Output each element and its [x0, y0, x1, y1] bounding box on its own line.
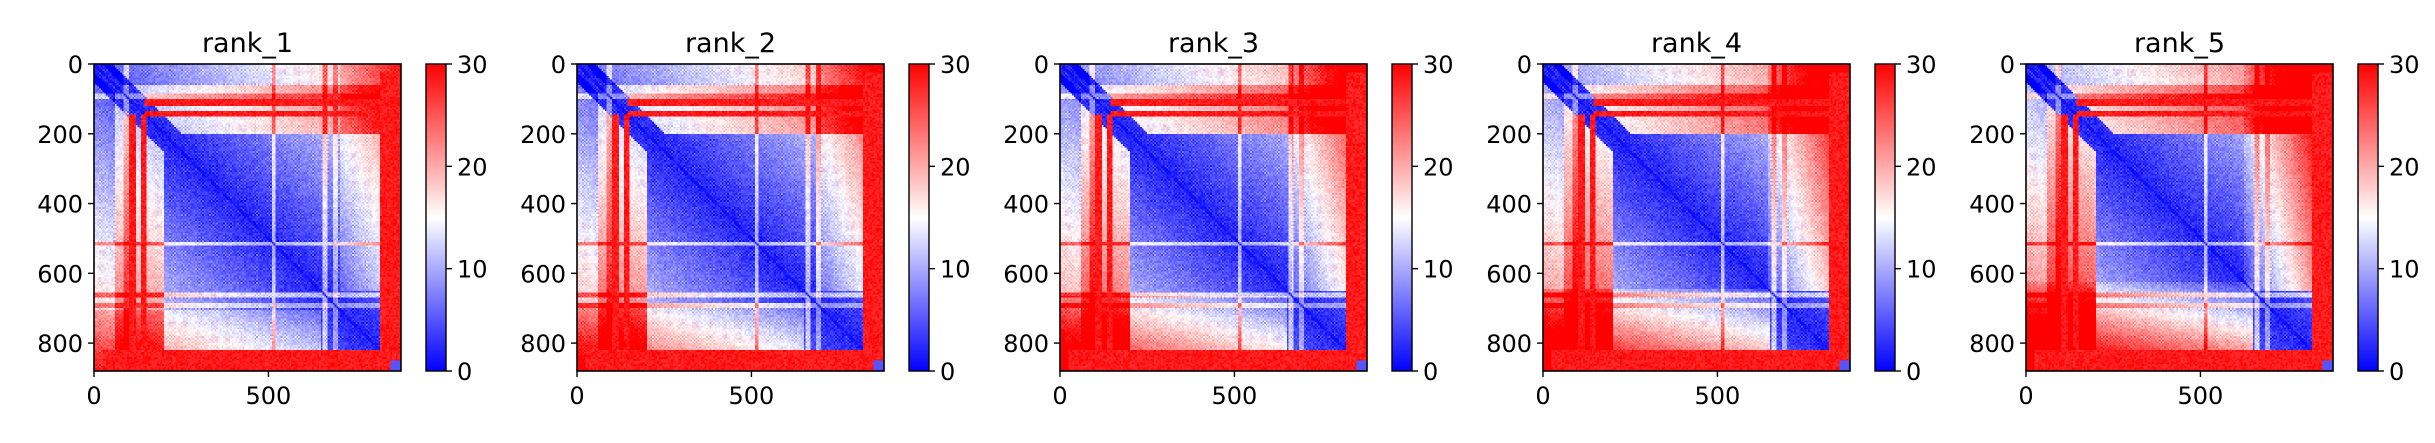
panel-title: rank_3: [1168, 28, 1259, 59]
colorbar-tick-label: 20: [1423, 153, 1454, 181]
y-tick-label: 400: [1003, 191, 1049, 219]
y-tick-label: 0: [2000, 51, 2015, 79]
x-tick-label: 500: [246, 382, 292, 410]
y-tick-label: 800: [37, 330, 83, 358]
x-tick-label: 500: [1212, 382, 1258, 410]
y-tick-label: 0: [1034, 51, 1049, 79]
heatmap-image: [1060, 64, 1367, 371]
y-tick-label: 800: [520, 330, 566, 358]
colorbar-tick-label: 30: [940, 51, 971, 79]
colorbar-tick-label: 30: [2389, 51, 2420, 79]
x-tick-label: 0: [569, 382, 584, 410]
x-tick-label: 0: [1535, 382, 1550, 410]
colorbar-tick-label: 0: [2389, 358, 2404, 386]
heatmap-image: [1543, 64, 1850, 371]
colorbar: [425, 63, 447, 372]
x-tick-label: 500: [2178, 382, 2224, 410]
colorbar-tick-label: 0: [457, 358, 472, 386]
colorbar-tick-label: 10: [2389, 256, 2420, 284]
plot-frame: [1059, 63, 1368, 372]
y-tick-label: 800: [1003, 330, 1049, 358]
y-tick-label: 200: [1969, 121, 2015, 149]
heatmap-image: [2026, 64, 2333, 371]
y-tick-label: 800: [1969, 330, 2015, 358]
y-tick-label: 200: [1003, 121, 1049, 149]
plot-frame: [2025, 63, 2334, 372]
colorbar: [2357, 63, 2379, 372]
colorbar-tick-label: 0: [940, 358, 955, 386]
y-tick-label: 600: [1969, 260, 2015, 288]
colorbar-tick-label: 20: [2389, 153, 2420, 181]
plot-frame: [93, 63, 402, 372]
panel-title: rank_1: [202, 28, 293, 59]
x-tick-label: 0: [1052, 382, 1067, 410]
y-tick-label: 800: [1486, 330, 1532, 358]
colorbar-tick-label: 30: [1906, 51, 1937, 79]
y-tick-label: 0: [68, 51, 83, 79]
heatmap-image: [94, 64, 401, 371]
colorbar: [908, 63, 930, 372]
plot-frame: [1542, 63, 1851, 372]
y-tick-label: 400: [1486, 191, 1532, 219]
y-tick-label: 600: [37, 260, 83, 288]
y-tick-label: 200: [1486, 121, 1532, 149]
colorbar-tick-label: 10: [457, 256, 488, 284]
y-tick-label: 200: [37, 121, 83, 149]
y-tick-label: 400: [37, 191, 83, 219]
x-tick-label: 0: [2018, 382, 2033, 410]
y-tick-label: 400: [1969, 191, 2015, 219]
colorbar-tick-label: 10: [1423, 256, 1454, 284]
x-tick-label: 0: [86, 382, 101, 410]
y-tick-label: 200: [520, 121, 566, 149]
colorbar-tick-label: 10: [1906, 256, 1937, 284]
colorbar-tick-label: 20: [1906, 153, 1937, 181]
panel-title: rank_4: [1651, 28, 1742, 59]
colorbar-tick-label: 30: [457, 51, 488, 79]
colorbar-tick-label: 30: [1423, 51, 1454, 79]
y-tick-label: 600: [1486, 260, 1532, 288]
y-tick-label: 600: [1003, 260, 1049, 288]
plot-frame: [576, 63, 885, 372]
y-tick-label: 600: [520, 260, 566, 288]
colorbar-tick-label: 20: [940, 153, 971, 181]
panel-title: rank_5: [2134, 28, 2225, 59]
y-tick-label: 0: [551, 51, 566, 79]
colorbar-tick-label: 20: [457, 153, 488, 181]
colorbar-tick-label: 10: [940, 256, 971, 284]
colorbar-tick-label: 0: [1906, 358, 1921, 386]
x-tick-label: 500: [1695, 382, 1741, 410]
y-tick-label: 400: [520, 191, 566, 219]
colorbar: [1391, 63, 1413, 372]
colorbar: [1874, 63, 1896, 372]
heatmap-image: [577, 64, 884, 371]
colorbar-tick-label: 0: [1423, 358, 1438, 386]
panel-title: rank_2: [685, 28, 776, 59]
x-tick-label: 500: [729, 382, 775, 410]
y-tick-label: 0: [1517, 51, 1532, 79]
